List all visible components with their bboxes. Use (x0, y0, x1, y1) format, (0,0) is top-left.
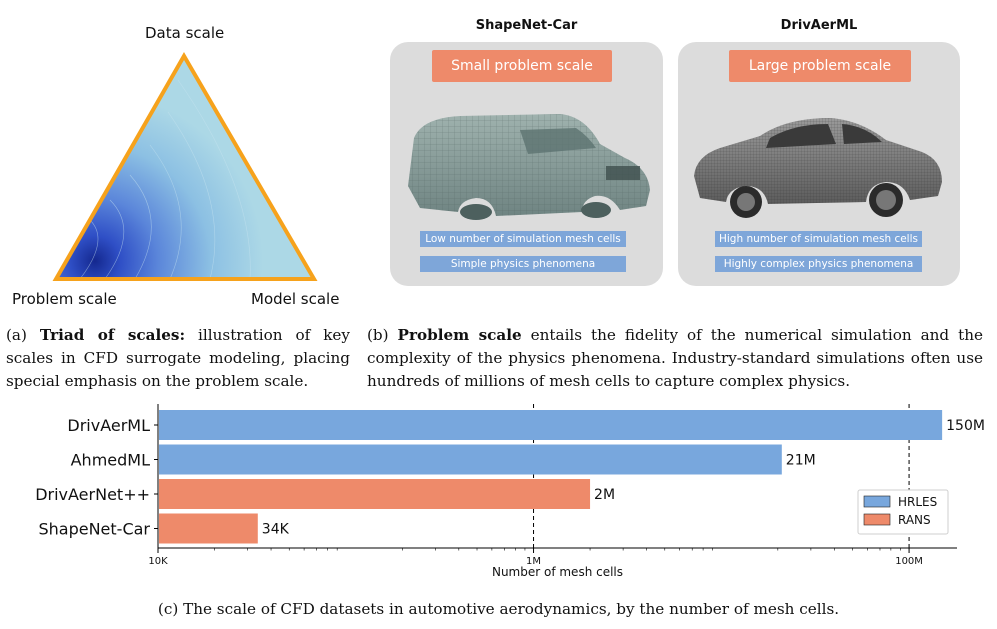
panel-title-drivaerml: DrivAerML (780, 18, 858, 33)
triad-fill (56, 56, 314, 279)
y-tick-label: DrivAerML (67, 416, 150, 435)
caption-b-prefix: (b) (367, 326, 398, 344)
x-tick-label: 10K (148, 556, 168, 567)
caption-a-rest: illustration of key scales in CFD surrog… (6, 326, 350, 390)
y-tick-label: ShapeNet-Car (38, 520, 150, 539)
value-label: 150M (946, 418, 985, 434)
triad-right-label: Model scale (251, 290, 340, 308)
triad-edge (52, 52, 318, 281)
tag-complex-physics: Highly complex physics phenomena (715, 256, 922, 272)
y-tick-label: AhmedML (71, 451, 150, 470)
x-axis-label: Number of mesh cells (492, 565, 623, 579)
bar-shapenet-car (159, 513, 258, 544)
legend-label-rans: RANS (898, 513, 931, 527)
panel-title-shapenet: ShapeNet-Car (475, 18, 578, 33)
tag-low-mesh: Low number of simulation mesh cells (420, 231, 626, 247)
triad-contours (79, 79, 251, 280)
tag-high-mesh: High number of simulation mesh cells (715, 231, 922, 247)
triad-left-label: Problem scale (12, 290, 117, 308)
small-scale-badge: Small problem scale (432, 50, 612, 82)
caption-a: (a) Triad of scales: illustration of key… (6, 324, 350, 393)
caption-a-bold: Triad of scales: (39, 326, 186, 344)
value-label: 2M (594, 487, 615, 503)
bar-drivaerml (159, 410, 943, 440)
value-label: 21M (786, 453, 816, 469)
panel-drivaerml: Large problem scale High number of simul… (678, 42, 960, 286)
caption-b: (b) Problem scale entails the fidelity o… (367, 324, 983, 393)
triad-triangle (52, 52, 318, 281)
caption-b-rest: entails the fidelity of the numerical si… (367, 326, 983, 390)
legend-label-hrles: HRLES (898, 495, 937, 509)
caption-b-bold: Problem scale (397, 326, 522, 344)
x-tick-label: 1M (526, 556, 541, 567)
panel-shapenet: Small problem scale Low number of simula… (390, 42, 663, 286)
value-label: 34K (262, 522, 290, 538)
mesh-cells-bar-chart: DrivAerML 150M AhmedML 21M DrivAerNet++ 2M Sha… (35, 404, 985, 579)
legend-swatch-hrles (863, 495, 891, 508)
bar-ahmedml (159, 444, 782, 475)
y-tick-label: DrivAerNet++ (35, 485, 150, 504)
triad-top-label: Data scale (145, 24, 225, 42)
tag-simple-physics: Simple physics phenomena (420, 256, 626, 272)
caption-a-prefix: (a) (6, 326, 40, 344)
shapenet-car-image (408, 114, 650, 220)
caption-c: (c) The scale of CFD datasets in automot… (157, 600, 840, 618)
large-scale-badge: Large problem scale (729, 50, 911, 82)
bar-drivaernet- (159, 479, 591, 509)
legend-swatch-rans (863, 513, 891, 526)
x-tick-label: 100M (895, 556, 923, 567)
drivaerml-car-image (694, 118, 942, 218)
